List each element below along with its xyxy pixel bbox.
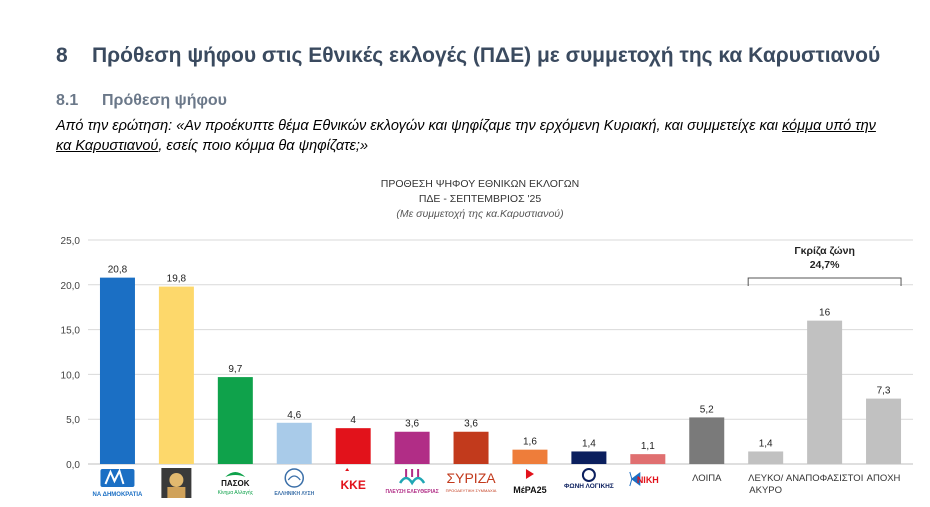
bar	[394, 431, 430, 464]
data-label: 3,6	[464, 419, 478, 430]
subsection-title: Πρόθεση ψήφου	[102, 92, 227, 109]
bar	[217, 377, 253, 464]
kke-logo-icon	[345, 468, 350, 471]
y-tick-label: 20,0	[61, 281, 81, 292]
y-tick-label: 15,0	[61, 326, 81, 337]
y-tick-label: 25,0	[61, 236, 81, 247]
bar	[512, 449, 548, 464]
karystianou-photo	[167, 487, 186, 498]
data-label: 16	[819, 308, 831, 319]
subsection-number: 8.1	[56, 92, 79, 109]
elliniki-lysi-logo-icon	[287, 475, 301, 481]
data-label: 1,4	[582, 438, 596, 449]
section-heading: 8 Πρόθεση ψήφου στις Εθνικές εκλογές (ΠΔΕ…	[56, 44, 880, 68]
category-label: ΝΙΚΗ	[637, 475, 659, 485]
syriza-subtext: ΠΡΟΟΔΕΥΤΙΚΗ ΣΥΜΜΑΧΙΑ	[446, 488, 497, 493]
question-prefix: Από την ερώτηση: «Αν προέκυπτε θέμα Εθνι…	[56, 118, 783, 134]
chart-subtitle: ΠΔΕ - ΣΕΠΤΕΜΒΡΙΟΣ '25	[418, 193, 542, 205]
chart-title: ΠΡΟΘΕΣΗ ΨΗΦΟΥ ΕΘΝΙΚΩΝ ΕΚΛΟΓΩΝ	[380, 178, 580, 190]
question-suffix: , εσείς ποιο κόμμα θα ψηφίζατε;»	[158, 138, 369, 154]
bar	[335, 428, 371, 464]
data-label: 4,6	[287, 410, 301, 421]
foni-logikis-logo-icon	[581, 468, 596, 482]
data-label: 5,2	[700, 404, 714, 415]
nd-logo-icon	[104, 468, 125, 485]
nd-logo-icon	[100, 469, 135, 487]
bar	[158, 286, 194, 464]
y-tick-label: 5,0	[66, 415, 80, 426]
category-label: ΕΛΛΗΝΙΚΗ ΛΥΣΗ	[274, 491, 314, 497]
question-underlined: κόμμα υπό την κα Καρυστιανού	[56, 118, 876, 154]
category-label: ΑΠΟΧΗ	[867, 473, 901, 484]
bar	[807, 320, 843, 464]
category-label: ΛΕΥΚΟ/ΑΚΥΡΟ	[748, 473, 783, 496]
plefsi-logo-icon	[399, 476, 426, 486]
mera25-logo-icon	[525, 469, 534, 479]
bar	[866, 398, 902, 464]
question-text: Από την ερώτηση: «Αν προέκυπτε θέμα Εθνι…	[56, 116, 886, 156]
chart-note: (Με συμμετοχή της κα.Καρυστιανού)	[396, 208, 564, 220]
category-label: ΑΝΑΠΟΦΑΣΙΣΤΟΙ	[786, 473, 863, 484]
elliniki-lysi-logo-icon	[284, 468, 304, 488]
category-label: ΛΟΙΠΑ	[692, 473, 722, 484]
section-title: Πρόθεση ψήφου στις Εθνικές εκλογές (ΠΔΕ)…	[92, 44, 881, 67]
bar	[571, 451, 607, 464]
grey-zone-bracket	[747, 277, 902, 286]
data-label: 1,4	[759, 438, 773, 449]
y-tick-label: 0,0	[66, 460, 80, 471]
grey-zone-title: Γκρίζα ζώνη	[794, 245, 855, 257]
data-label: 1,6	[523, 437, 537, 448]
data-label: 19,8	[167, 274, 187, 285]
bar	[689, 417, 725, 464]
category-label: ΚΚΕ	[341, 478, 366, 492]
data-label: 20,8	[108, 265, 128, 276]
bar	[276, 422, 312, 464]
data-label: 1,1	[641, 441, 655, 452]
section-number: 8	[56, 44, 68, 67]
category-label: ΦΩΝΗ ΛΟΓΙΚΗΣ	[564, 483, 614, 490]
data-label: 4	[350, 415, 356, 426]
category-label: ΝΑ ΔΗΜΟΚΡΑΤΙΑ	[93, 492, 143, 498]
category-label: ΣΥΡΙΖΑ	[446, 470, 496, 486]
grey-zone-value: 24,7%	[810, 259, 840, 271]
pasok-subtext: Κίνημα Αλλαγής	[218, 489, 254, 496]
y-tick-label: 10,0	[61, 370, 81, 381]
data-label: 3,6	[405, 419, 419, 430]
plefsi-logo-icon	[405, 469, 420, 477]
category-label: ΠΛΕΥΣΗ ΕΛΕΥΘΕΡΙΑΣ	[385, 489, 438, 495]
category-label: ΠΑΣΟΚ	[221, 479, 250, 488]
subsection-heading: 8.1 Πρόθεση ψήφου	[56, 92, 227, 110]
data-label: 7,3	[877, 386, 891, 397]
karystianou-photo	[169, 473, 184, 487]
niki-logo-icon	[629, 471, 641, 487]
bar	[99, 277, 135, 464]
bar	[748, 451, 784, 464]
category-label: ΜέΡΑ25	[513, 485, 546, 495]
bar	[453, 431, 489, 464]
data-label: 9,7	[228, 364, 242, 375]
pasok-logo-icon	[225, 472, 246, 477]
bar	[630, 454, 666, 464]
